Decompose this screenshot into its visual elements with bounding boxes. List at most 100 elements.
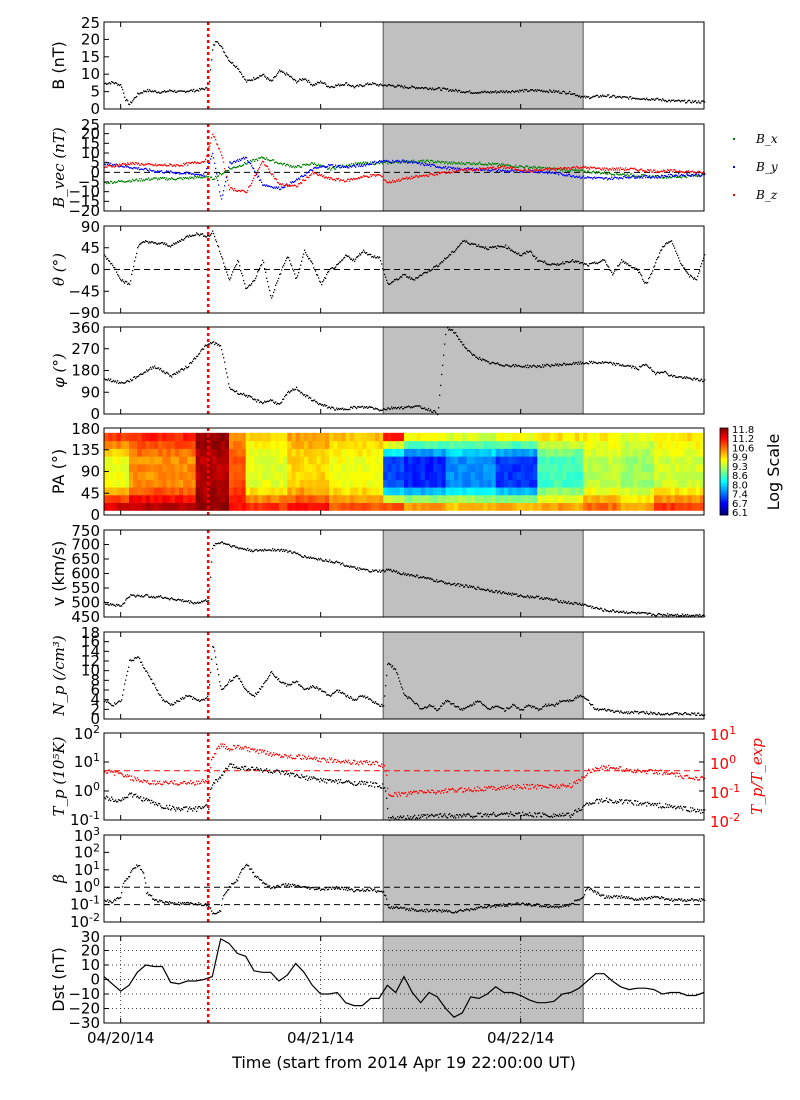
data-point [279,188,281,191]
heatmap-cell [291,502,297,511]
heatmap-cell [470,456,476,465]
heatmap-cell [220,471,226,480]
data-point [699,174,701,177]
heatmap-cell [570,448,576,457]
data-point [565,364,567,366]
data-point [663,371,665,374]
data-point [219,191,221,193]
data-point [669,170,671,173]
data-point [641,275,643,277]
heatmap-cell [283,456,288,465]
heatmap-cell [129,448,134,457]
data-point [537,169,539,172]
heatmap-cell [558,432,563,442]
data-point [175,179,177,181]
data-point [399,160,401,162]
heatmap-cell [595,502,601,511]
data-point [155,90,157,92]
heatmap-cell [208,486,213,496]
data-point [485,167,487,170]
data-point [307,176,309,178]
data-point [226,271,228,273]
heatmap-cell [266,448,272,457]
data-point [354,405,356,408]
heatmap-cell [366,432,372,442]
data-point [345,408,347,411]
data-point [321,404,323,406]
data-point [164,177,166,179]
heatmap-cell [591,494,597,504]
heatmap-cell [191,440,197,449]
data-point [411,277,413,279]
data-point [261,162,263,164]
data-point [637,269,639,271]
data-point [428,175,430,177]
data-point [534,365,536,367]
data-point [107,163,109,165]
data-point [236,166,238,168]
heatmap-cell [429,463,434,473]
heatmap-cell [154,479,159,488]
heatmap-cell [541,479,547,488]
heatmap-cell [395,502,401,511]
data-point [290,390,292,392]
data-point [109,165,111,167]
data-point [374,255,376,257]
heatmap-cell [254,479,259,488]
data-point [557,169,559,171]
data-point [202,177,204,179]
data-point [409,161,411,163]
heatmap-cell [199,448,205,457]
heatmap-cell [129,479,134,488]
data-point [366,252,368,254]
data-point [240,71,242,74]
data-point [266,184,268,186]
data-point [494,163,496,165]
data-point [110,162,112,164]
data-point [380,174,382,177]
data-point [670,169,672,171]
data-point [343,257,345,259]
data-point [596,177,598,179]
data-point [328,85,330,88]
heatmap-cell [604,502,609,511]
data-point [579,95,581,97]
data-point [534,168,536,171]
heatmap-cell [174,486,180,496]
data-point [518,252,520,254]
heatmap-cell [566,502,572,511]
heatmap-cell [470,440,476,449]
data-point [527,90,529,93]
data-point [257,176,259,178]
data-point [685,175,687,177]
data-point [627,168,629,170]
data-point [611,174,613,176]
data-point [621,174,623,176]
data-point [344,408,346,410]
data-point [263,184,265,187]
data-point [196,355,198,358]
data-point [382,161,384,163]
heatmap-cell [533,479,538,488]
data-point [375,407,377,409]
data-point [573,261,575,263]
heatmap-cell [604,471,609,480]
data-point [113,164,115,167]
heatmap-cell [479,432,484,442]
data-point [687,174,689,176]
data-point [411,85,413,87]
y-tick-label: 20 [81,30,100,48]
data-point [314,162,316,164]
data-point [645,176,647,179]
data-point [683,175,685,177]
data-point [428,407,430,410]
data-point [172,178,174,180]
heatmap-cell [608,486,613,496]
heatmap-cell [516,479,522,488]
data-point [338,83,340,85]
data-point [535,170,537,173]
data-point [446,257,448,259]
data-point [354,165,356,167]
data-point [671,174,673,176]
data-point [652,270,654,272]
